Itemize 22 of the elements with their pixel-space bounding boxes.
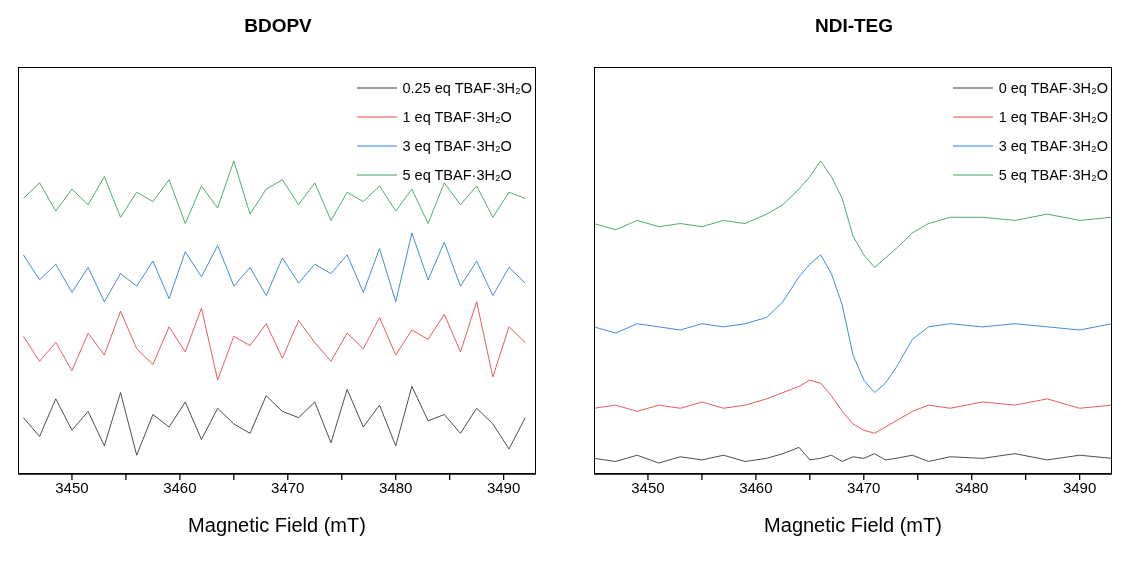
legend-label: 5 eq TBAF·3H₂O — [998, 166, 1108, 183]
legend-label: 1 eq TBAF·3H₂O — [998, 108, 1108, 125]
legend-label: 5 eq TBAF·3H₂O — [402, 166, 512, 183]
chart-title: BDOPV — [243, 14, 313, 38]
legend-label: 0.25 eq TBAF·3H₂O — [402, 79, 532, 96]
legend-label: 3 eq TBAF·3H₂O — [402, 137, 512, 154]
x-tick-label: 3470 — [271, 478, 305, 496]
x-tick-label: 3450 — [631, 478, 665, 496]
x-tick-label: 3490 — [486, 478, 521, 496]
x-tick-label: 3470 — [847, 478, 881, 496]
x-tick-label: 3450 — [55, 478, 89, 496]
x-tick-label: 3480 — [955, 478, 989, 496]
x-axis-title: Magnetic Field (mT) — [764, 514, 942, 536]
x-tick-label: 3460 — [739, 478, 773, 496]
chart-title: NDI-TEG — [813, 14, 895, 38]
x-tick-label: 3490 — [1062, 478, 1097, 496]
legend-label: 0 eq TBAF·3H₂O — [998, 79, 1108, 96]
x-tick-label: 3460 — [163, 478, 197, 496]
x-tick-label: 3480 — [379, 478, 413, 496]
legend-label: 1 eq TBAF·3H₂O — [402, 108, 512, 125]
x-axis-title: Magnetic Field (mT) — [188, 514, 366, 536]
legend-label: 3 eq TBAF·3H₂O — [998, 137, 1108, 154]
